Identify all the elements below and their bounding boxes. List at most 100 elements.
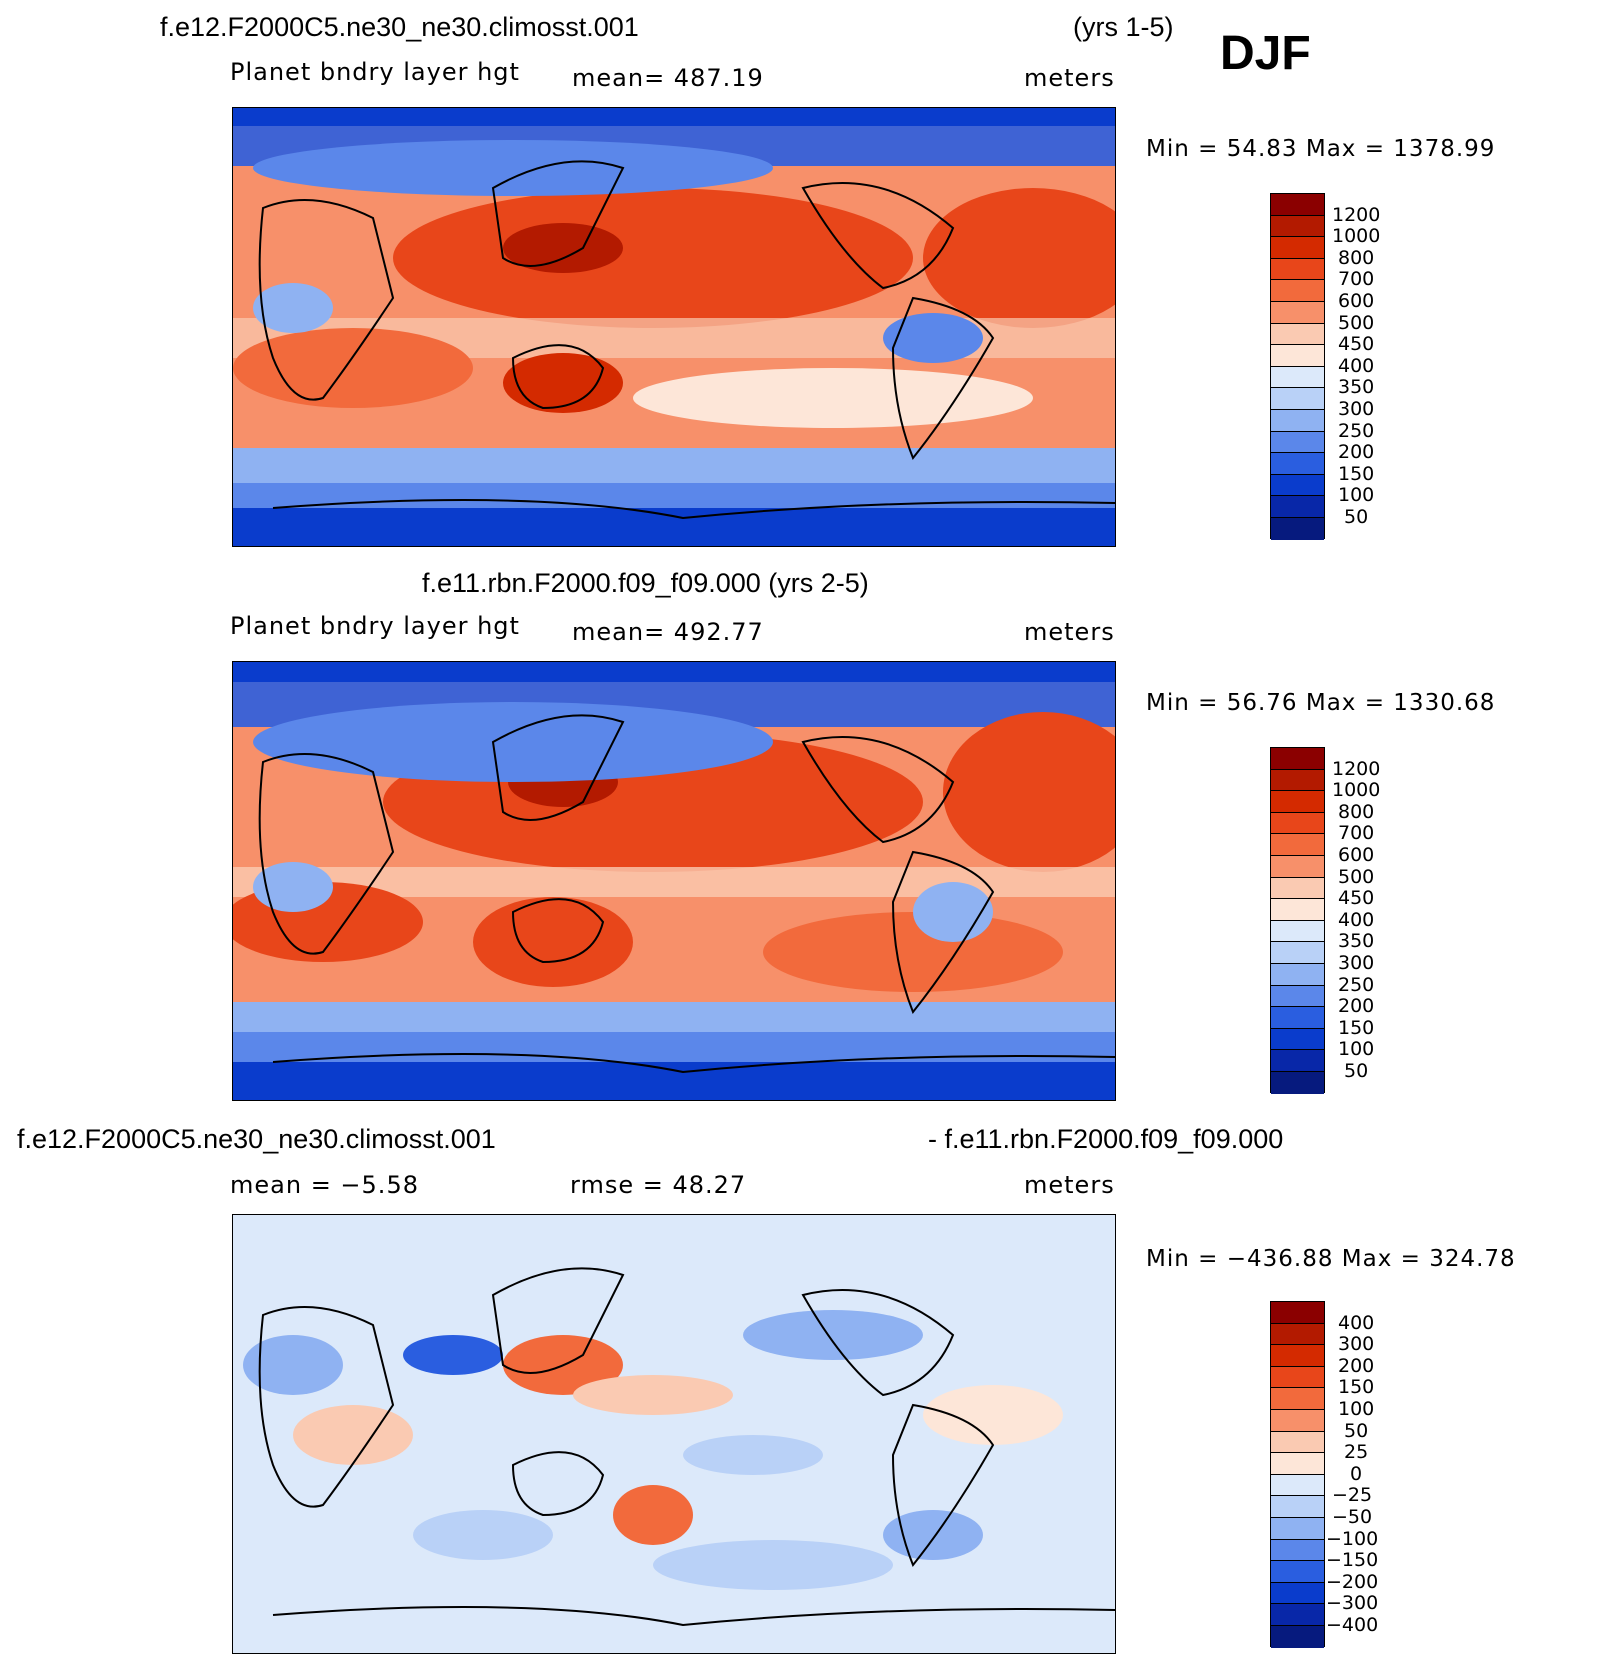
panel2-swatch bbox=[1271, 769, 1324, 792]
panel1-swatch bbox=[1271, 453, 1324, 475]
panel1-swatch bbox=[1271, 474, 1324, 497]
panel3-swatch bbox=[1271, 1302, 1324, 1324]
panel2-colorbar bbox=[1270, 747, 1325, 1094]
panel2-swatch bbox=[1271, 1007, 1324, 1029]
panel1-swatch bbox=[1271, 323, 1324, 346]
colorbar-tick-label: 600 bbox=[1338, 290, 1375, 312]
colorbar-tick-label: 50 bbox=[1344, 1060, 1369, 1082]
panel3-swatch bbox=[1271, 1604, 1324, 1626]
panel1-swatch bbox=[1271, 258, 1324, 281]
colorbar-tick-label: 300 bbox=[1338, 398, 1375, 420]
panel3-minmax: Min = −436.88 Max = 324.78 bbox=[1146, 1246, 1516, 1272]
panel2-swatch bbox=[1271, 791, 1324, 813]
colorbar-tick-label: 400 bbox=[1338, 354, 1375, 377]
panel2-title: f.e11.rbn.F2000.f09_f09.000 (yrs 2-5) bbox=[422, 568, 869, 598]
colorbar-tick-label: −100 bbox=[1326, 1527, 1379, 1550]
panel3-swatch bbox=[1271, 1431, 1324, 1454]
panel1-variable-label: Planet bndry layer hgt bbox=[230, 58, 520, 86]
colorbar-tick-label: 100 bbox=[1338, 484, 1375, 507]
panel1-swatch bbox=[1271, 496, 1324, 518]
panel2-swatch bbox=[1271, 899, 1324, 921]
colorbar-tick-label: 150 bbox=[1338, 1016, 1375, 1039]
case1-title: f.e12.F2000C5.ne30_ne30.climosst.001 bbox=[160, 12, 639, 42]
colorbar-tick-label: 150 bbox=[1338, 462, 1375, 485]
colorbar-tick-label: 25 bbox=[1344, 1441, 1369, 1464]
colorbar-tick-label: −400 bbox=[1326, 1614, 1379, 1636]
colorbar-tick-label: 50 bbox=[1344, 1419, 1369, 1442]
panel3-swatch bbox=[1271, 1625, 1324, 1648]
colorbar-tick-label: 800 bbox=[1338, 246, 1375, 269]
panel2-swatch bbox=[1271, 920, 1324, 943]
panel3-mean-label: mean = −5.58 bbox=[230, 1171, 419, 1199]
colorbar-tick-label: −200 bbox=[1326, 1570, 1379, 1593]
colorbar-tick-label: 400 bbox=[1338, 1311, 1375, 1334]
panel2-mean-label: mean= 492.77 bbox=[572, 618, 764, 646]
panel1-swatch bbox=[1271, 215, 1324, 238]
panel3-swatch bbox=[1271, 1323, 1324, 1346]
panel3-swatch bbox=[1271, 1345, 1324, 1367]
panel1-swatch bbox=[1271, 280, 1324, 302]
colorbar-tick-label: 350 bbox=[1338, 930, 1375, 953]
colorbar-tick-label: 450 bbox=[1338, 333, 1375, 356]
colorbar-tick-label: −300 bbox=[1326, 1592, 1379, 1615]
colorbar-tick-label: 300 bbox=[1338, 952, 1375, 974]
colorbar-tick-label: 500 bbox=[1338, 865, 1375, 888]
panel1-minmax: Min = 54.83 Max = 1378.99 bbox=[1146, 136, 1496, 162]
panel2-swatch bbox=[1271, 1028, 1324, 1051]
panel1-swatch bbox=[1271, 388, 1324, 410]
colorbar-tick-label: −25 bbox=[1332, 1484, 1373, 1507]
panel1-swatch bbox=[1271, 517, 1324, 540]
panel2-field bbox=[233, 662, 1115, 1100]
panel3-swatch bbox=[1271, 1517, 1324, 1540]
colorbar-tick-label: 700 bbox=[1338, 822, 1375, 845]
panel1-field bbox=[233, 108, 1115, 546]
panel1-swatch bbox=[1271, 366, 1324, 389]
panel2-units-label: meters bbox=[1024, 618, 1115, 646]
panel3-swatch bbox=[1271, 1409, 1324, 1432]
colorbar-tick-label: 350 bbox=[1338, 376, 1375, 399]
colorbar-tick-label: 300 bbox=[1338, 1333, 1375, 1356]
colorbar-tick-label: −50 bbox=[1332, 1506, 1373, 1528]
colorbar-tick-label: 1000 bbox=[1332, 779, 1381, 802]
panel1-swatch bbox=[1271, 237, 1324, 259]
colorbar-tick-label: 700 bbox=[1338, 268, 1375, 291]
panel3-swatch bbox=[1271, 1453, 1324, 1475]
colorbar-tick-label: 250 bbox=[1338, 973, 1375, 996]
panel3-title-left: f.e12.F2000C5.ne30_ne30.climosst.001 bbox=[17, 1124, 496, 1154]
panel3-swatch bbox=[1271, 1366, 1324, 1389]
panel3-swatch bbox=[1271, 1539, 1324, 1562]
colorbar-tick-label: 50 bbox=[1344, 506, 1369, 528]
panel2-swatch bbox=[1271, 748, 1324, 770]
panel2-swatch bbox=[1271, 1050, 1324, 1072]
panel1-units-label: meters bbox=[1024, 64, 1115, 92]
panel1-swatch bbox=[1271, 409, 1324, 432]
panel2-swatch bbox=[1271, 1071, 1324, 1094]
years-label: (yrs 1-5) bbox=[1073, 12, 1174, 42]
panel3-swatch bbox=[1271, 1474, 1324, 1497]
panel3-field bbox=[233, 1215, 1115, 1653]
panel2-swatch bbox=[1271, 985, 1324, 1008]
panel1-swatch bbox=[1271, 194, 1324, 216]
colorbar-tick-label: 250 bbox=[1338, 419, 1375, 442]
colorbar-tick-label: 1200 bbox=[1332, 203, 1381, 226]
colorbar-tick-label: 200 bbox=[1338, 1354, 1375, 1377]
panel1-colorbar bbox=[1270, 193, 1325, 540]
colorbar-tick-label: 0 bbox=[1350, 1462, 1363, 1485]
panel2-swatch bbox=[1271, 942, 1324, 964]
panel2-swatch bbox=[1271, 834, 1324, 856]
colorbar-tick-label: 1000 bbox=[1332, 225, 1381, 248]
panel3-swatch bbox=[1271, 1388, 1324, 1410]
panel3-swatch bbox=[1271, 1496, 1324, 1518]
panel1-map bbox=[232, 107, 1116, 547]
panel3-colorbar bbox=[1270, 1301, 1325, 1648]
colorbar-tick-label: 150 bbox=[1338, 1376, 1375, 1399]
panel2-variable-label: Planet bndry layer hgt bbox=[230, 612, 520, 640]
panel2-map bbox=[232, 661, 1116, 1101]
colorbar-tick-label: 100 bbox=[1338, 1038, 1375, 1061]
panel2-minmax: Min = 56.76 Max = 1330.68 bbox=[1146, 690, 1496, 716]
panel1-mean-label: mean= 487.19 bbox=[572, 64, 764, 92]
colorbar-tick-label: 400 bbox=[1338, 908, 1375, 931]
panel1-swatch bbox=[1271, 345, 1324, 367]
panel2-swatch bbox=[1271, 855, 1324, 878]
panel3-units-label: meters bbox=[1024, 1171, 1115, 1199]
